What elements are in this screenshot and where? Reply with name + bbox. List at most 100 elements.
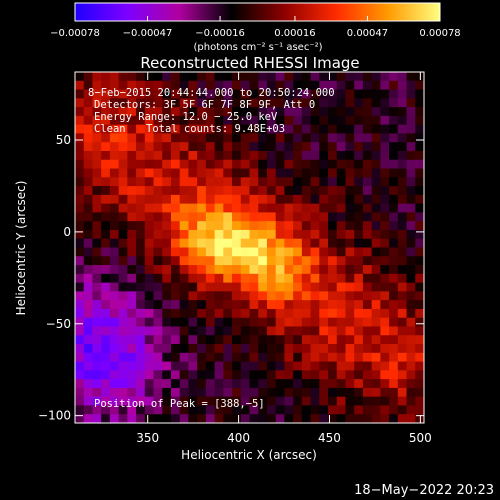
image-pixel	[109, 142, 120, 152]
x-tick-label: 400	[227, 431, 250, 445]
image-pixel	[249, 256, 259, 266]
image-pixel	[319, 107, 329, 117]
image-pixel	[397, 203, 408, 214]
image-pixel	[362, 361, 373, 371]
image-pixel	[371, 238, 381, 249]
x-tick-label: 500	[409, 431, 432, 445]
image-pixel	[336, 133, 347, 143]
image-pixel	[397, 142, 408, 152]
image-pixel	[101, 396, 111, 407]
image-pixel	[197, 335, 207, 345]
image-pixel	[397, 133, 408, 143]
image-pixel	[258, 387, 268, 398]
image-pixel	[127, 273, 137, 284]
image-pixel	[362, 300, 373, 310]
image-pixel	[170, 159, 181, 170]
image-pixel	[354, 133, 364, 143]
image-pixel	[214, 72, 224, 82]
image-pixel	[415, 256, 424, 266]
image-pixel	[214, 335, 224, 345]
image-pixel	[75, 229, 85, 240]
image-pixel	[83, 98, 94, 108]
image-pixel	[415, 379, 424, 389]
image-pixel	[249, 150, 259, 161]
image-pixel	[258, 194, 268, 205]
image-pixel	[188, 317, 198, 328]
image-pixel	[109, 387, 120, 398]
image-pixel	[179, 133, 190, 143]
image-pixel	[144, 107, 155, 117]
image-pixel	[188, 80, 198, 91]
image-pixel	[362, 265, 373, 275]
image-pixel	[153, 194, 163, 205]
image-pixel	[109, 326, 120, 336]
image-pixel	[354, 229, 364, 240]
image-pixel	[162, 291, 172, 301]
image-pixel	[144, 98, 155, 108]
image-pixel	[223, 273, 233, 284]
image-pixel	[284, 89, 294, 99]
image-pixel	[397, 405, 408, 415]
image-pixel	[371, 344, 381, 354]
image-pixel	[406, 212, 416, 222]
image-pixel	[389, 396, 399, 407]
image-pixel	[75, 212, 85, 222]
image-pixel	[406, 370, 416, 380]
image-pixel	[162, 256, 172, 266]
image-pixel	[205, 352, 216, 363]
image-pixel	[75, 177, 85, 187]
image-pixel	[83, 203, 94, 214]
image-pixel	[275, 212, 285, 222]
image-pixel	[266, 89, 277, 99]
image-pixel	[249, 124, 259, 135]
image-pixel	[258, 352, 268, 363]
image-pixel	[162, 308, 172, 319]
image-pixel	[162, 177, 172, 187]
image-pixel	[345, 203, 355, 214]
image-pixel	[345, 186, 355, 196]
image-pixel	[336, 414, 347, 423]
image-pixel	[362, 133, 373, 143]
image-pixel	[153, 72, 163, 82]
image-pixel	[406, 72, 416, 82]
image-pixel	[310, 300, 320, 310]
image-pixel	[328, 291, 338, 301]
image-pixel	[336, 308, 347, 319]
image-pixel	[162, 300, 172, 310]
image-pixel	[328, 396, 338, 407]
image-pixel	[214, 317, 224, 328]
image-pixel	[118, 308, 128, 319]
image-pixel	[336, 300, 347, 310]
image-pixel	[205, 203, 216, 214]
total-counts-annotation: Total counts: 9.48E+03	[146, 123, 285, 135]
image-pixel	[371, 335, 381, 345]
image-pixel	[214, 300, 224, 310]
image-pixel	[127, 387, 137, 398]
image-pixel	[249, 177, 259, 187]
image-pixel	[284, 142, 294, 152]
image-pixel	[371, 115, 381, 126]
image-pixel	[127, 379, 137, 389]
image-pixel	[362, 396, 373, 407]
image-pixel	[75, 247, 85, 257]
image-pixel	[153, 115, 163, 126]
image-pixel	[249, 326, 259, 336]
image-pixel	[101, 80, 111, 91]
image-pixel	[83, 115, 94, 126]
image-pixel	[170, 265, 181, 275]
image-pixel	[214, 291, 224, 301]
image-pixel	[380, 89, 390, 99]
image-pixel	[284, 133, 294, 143]
image-pixel	[136, 405, 146, 415]
image-pixel	[197, 124, 207, 135]
image-pixel	[389, 317, 399, 328]
image-pixel	[345, 308, 355, 319]
image-pixel	[162, 238, 172, 249]
image-pixel	[293, 212, 303, 222]
image-pixel	[258, 80, 268, 91]
image-pixel	[258, 379, 268, 389]
image-pixel	[101, 142, 111, 152]
image-pixel	[197, 203, 207, 214]
image-pixel	[406, 89, 416, 99]
image-pixel	[249, 80, 259, 91]
